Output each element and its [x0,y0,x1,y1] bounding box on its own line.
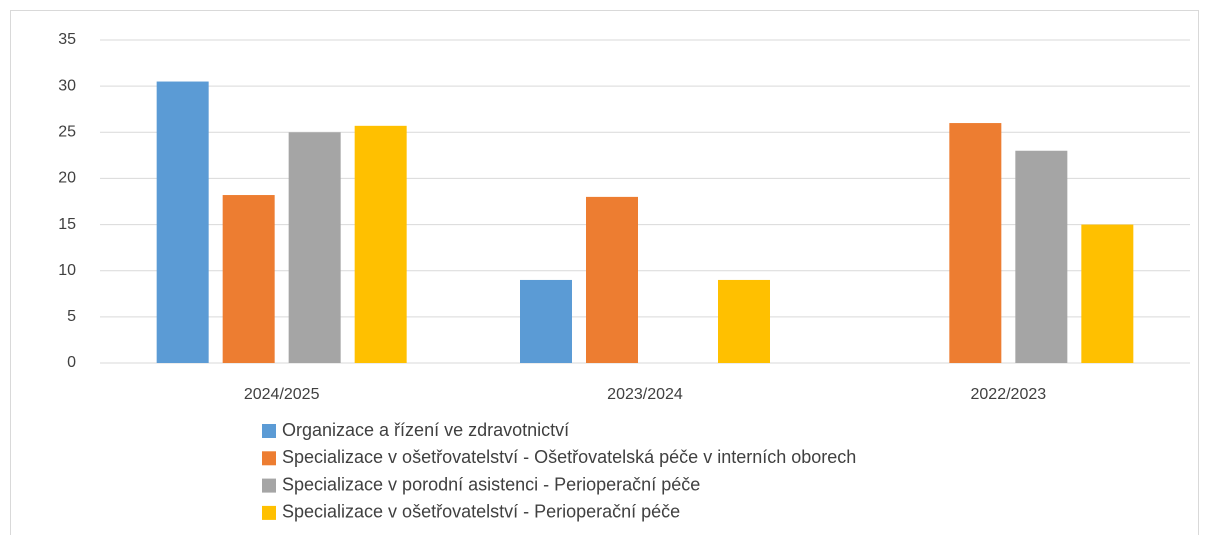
bar [586,196,638,363]
y-tick-label: 0 [67,354,76,371]
bar [156,81,209,364]
bar [1015,150,1068,363]
bar [1081,224,1134,363]
legend-label: Specializace v ošetřovatelství - Ošetřov… [282,447,856,467]
legend-label: Organizace a řízení ve zdravotnictví [282,420,569,440]
legend-swatch [262,478,276,493]
bar [288,132,341,363]
legend-label: Specializace v porodní asistenci - Perio… [282,474,700,494]
y-tick-label: 30 [58,77,76,94]
x-tick-label: 2024/2025 [244,386,320,403]
y-tick-label: 35 [58,31,76,48]
y-tick-label: 10 [58,262,76,279]
legend-swatch [262,424,276,438]
y-tick-label: 5 [67,308,76,325]
bar [222,195,275,363]
y-tick-label: 20 [58,170,76,187]
x-tick-label: 2023/2024 [607,386,683,403]
x-tick-label: 2022/2023 [971,386,1047,403]
bar [718,279,770,363]
bar [949,123,1002,363]
bar [354,125,407,363]
legend-swatch [262,505,276,520]
bar [520,279,572,363]
legend-label: Specializace v ošetřovatelství - Periope… [282,502,680,522]
y-tick-label: 25 [58,124,76,141]
y-tick-label: 15 [58,216,76,233]
legend-swatch [262,451,276,466]
chart-frame [10,10,1199,535]
